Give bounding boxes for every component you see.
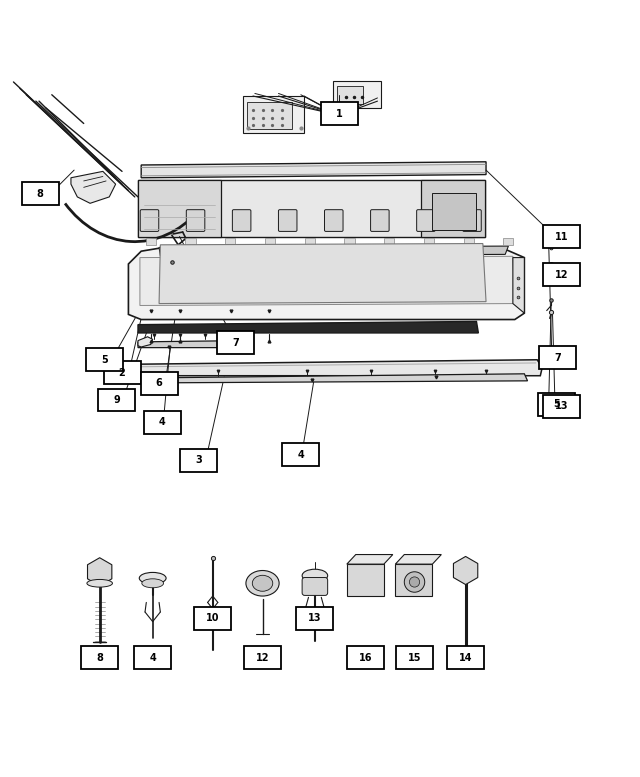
FancyBboxPatch shape xyxy=(265,239,275,245)
FancyBboxPatch shape xyxy=(81,646,118,670)
Polygon shape xyxy=(138,180,484,236)
FancyBboxPatch shape xyxy=(539,347,576,369)
FancyBboxPatch shape xyxy=(348,646,385,670)
Text: 5: 5 xyxy=(553,399,559,409)
Polygon shape xyxy=(159,246,508,256)
FancyBboxPatch shape xyxy=(244,646,281,670)
FancyBboxPatch shape xyxy=(232,210,251,232)
Polygon shape xyxy=(347,555,393,564)
Text: 11: 11 xyxy=(555,232,568,242)
Text: 4: 4 xyxy=(159,417,166,427)
FancyBboxPatch shape xyxy=(543,395,580,418)
FancyBboxPatch shape xyxy=(146,239,156,245)
Text: 6: 6 xyxy=(156,378,163,388)
FancyBboxPatch shape xyxy=(538,393,575,416)
Polygon shape xyxy=(138,336,153,347)
FancyBboxPatch shape xyxy=(296,607,333,630)
FancyBboxPatch shape xyxy=(180,448,217,472)
Polygon shape xyxy=(138,322,478,333)
FancyBboxPatch shape xyxy=(503,239,513,245)
Text: 13: 13 xyxy=(555,402,568,411)
Ellipse shape xyxy=(142,579,164,587)
FancyBboxPatch shape xyxy=(247,103,292,129)
FancyBboxPatch shape xyxy=(144,411,180,434)
Polygon shape xyxy=(129,248,524,319)
Text: 1: 1 xyxy=(336,109,342,119)
Polygon shape xyxy=(71,172,116,204)
Text: 8: 8 xyxy=(96,653,103,663)
FancyBboxPatch shape xyxy=(278,210,297,232)
FancyBboxPatch shape xyxy=(447,646,484,670)
FancyBboxPatch shape xyxy=(321,103,358,125)
FancyBboxPatch shape xyxy=(282,444,319,466)
FancyBboxPatch shape xyxy=(344,239,355,245)
Polygon shape xyxy=(140,256,515,305)
Text: 7: 7 xyxy=(232,337,239,347)
Text: 14: 14 xyxy=(459,653,472,663)
FancyBboxPatch shape xyxy=(543,225,580,248)
FancyBboxPatch shape xyxy=(396,564,433,596)
Text: 4: 4 xyxy=(149,653,156,663)
Text: 13: 13 xyxy=(308,613,322,623)
Text: 2: 2 xyxy=(118,368,125,378)
FancyBboxPatch shape xyxy=(384,239,394,245)
Polygon shape xyxy=(159,243,486,304)
FancyBboxPatch shape xyxy=(86,348,123,371)
FancyBboxPatch shape xyxy=(371,210,389,232)
FancyBboxPatch shape xyxy=(337,85,363,103)
FancyBboxPatch shape xyxy=(186,239,196,245)
FancyBboxPatch shape xyxy=(104,361,141,384)
FancyBboxPatch shape xyxy=(217,331,254,354)
Text: 3: 3 xyxy=(195,455,202,465)
Text: 12: 12 xyxy=(256,653,269,663)
Ellipse shape xyxy=(140,573,166,584)
FancyBboxPatch shape xyxy=(194,607,231,630)
Polygon shape xyxy=(421,180,484,236)
FancyBboxPatch shape xyxy=(396,646,433,670)
FancyBboxPatch shape xyxy=(424,239,434,245)
FancyBboxPatch shape xyxy=(347,564,384,596)
FancyBboxPatch shape xyxy=(186,210,205,232)
Ellipse shape xyxy=(302,570,328,582)
FancyBboxPatch shape xyxy=(302,577,328,595)
Ellipse shape xyxy=(246,570,279,596)
FancyBboxPatch shape xyxy=(99,388,136,412)
FancyBboxPatch shape xyxy=(463,239,474,245)
Text: 4: 4 xyxy=(298,450,304,460)
Polygon shape xyxy=(396,555,442,564)
Ellipse shape xyxy=(87,580,113,587)
Text: 15: 15 xyxy=(408,653,421,663)
Circle shape xyxy=(404,572,425,592)
Text: 9: 9 xyxy=(113,395,120,405)
FancyBboxPatch shape xyxy=(463,210,481,232)
Text: 10: 10 xyxy=(206,613,220,623)
Circle shape xyxy=(410,577,420,587)
Polygon shape xyxy=(513,258,524,313)
FancyBboxPatch shape xyxy=(141,372,177,395)
Text: 8: 8 xyxy=(37,189,44,199)
Polygon shape xyxy=(138,180,221,236)
FancyBboxPatch shape xyxy=(225,239,236,245)
FancyBboxPatch shape xyxy=(134,646,172,670)
Text: 16: 16 xyxy=(359,653,372,663)
Polygon shape xyxy=(135,360,542,376)
FancyBboxPatch shape xyxy=(543,263,580,286)
FancyBboxPatch shape xyxy=(333,81,381,107)
FancyBboxPatch shape xyxy=(433,193,476,230)
Ellipse shape xyxy=(252,575,273,591)
FancyBboxPatch shape xyxy=(140,210,159,232)
FancyBboxPatch shape xyxy=(305,239,315,245)
Polygon shape xyxy=(173,374,527,383)
FancyBboxPatch shape xyxy=(417,210,435,232)
FancyBboxPatch shape xyxy=(324,210,343,232)
Polygon shape xyxy=(141,162,486,178)
Text: 5: 5 xyxy=(100,355,108,364)
FancyBboxPatch shape xyxy=(22,183,59,205)
FancyBboxPatch shape xyxy=(243,96,304,133)
Polygon shape xyxy=(138,340,244,347)
Text: 7: 7 xyxy=(554,353,561,363)
Text: 12: 12 xyxy=(555,270,568,280)
